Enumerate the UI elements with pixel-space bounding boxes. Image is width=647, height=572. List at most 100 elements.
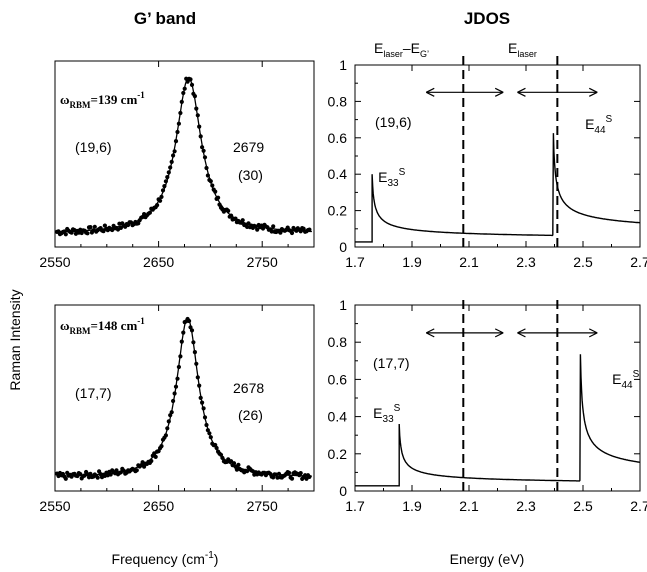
data-point — [78, 472, 83, 477]
data-point — [118, 225, 123, 230]
data-point — [192, 350, 197, 355]
data-point — [194, 361, 199, 366]
data-point — [176, 121, 181, 126]
data-point — [200, 400, 205, 405]
data-point — [271, 224, 276, 229]
rbm-label-bottom: ωRBM=148 cm-1 — [60, 316, 145, 336]
x-tick-label: 2.3 — [516, 498, 536, 514]
data-point — [298, 471, 303, 476]
jdos-bottom-labels: (17,7) — [373, 355, 410, 371]
data-point — [85, 231, 90, 236]
arrow-head-right — [494, 328, 504, 338]
data-point — [169, 159, 174, 164]
data-point — [168, 165, 173, 170]
data-point — [101, 229, 106, 234]
data-point — [208, 179, 213, 184]
jdos-bottom-data: E33S E44S 1.7 1.9 2.1 2.3 2.5 2.7 0 0.2 0.4 0.6 0.8 1 — [328, 295, 647, 514]
jdos-top-labels: Elaser–EG’ Elaser (19,6) — [374, 40, 537, 130]
data-point — [289, 230, 295, 236]
x-tick-label: 2.1 — [459, 254, 479, 270]
data-point — [307, 227, 312, 232]
elaser-label: Elaser — [508, 40, 537, 59]
x-tick-label: 2.5 — [573, 254, 593, 270]
data-point — [278, 230, 283, 235]
xlabel-frequency: Frequency (cm-1) — [112, 550, 219, 567]
data-point — [205, 173, 210, 178]
data-point — [178, 354, 183, 359]
peak-frequency-bottom: 2678 — [233, 380, 264, 396]
data-point — [171, 398, 176, 404]
y-tick-label: 0.6 — [328, 371, 348, 387]
arrow-head-left — [425, 328, 435, 338]
data-point — [192, 94, 197, 99]
jdos-curve — [355, 133, 640, 243]
data-point — [158, 198, 163, 203]
data-point — [166, 419, 171, 424]
data-point — [172, 391, 177, 396]
title-gband: G’ band — [134, 9, 196, 28]
data-point — [191, 340, 196, 345]
x-tick-label: 2550 — [39, 254, 70, 270]
data-point — [187, 318, 192, 324]
data-point — [88, 471, 93, 476]
data-point — [213, 189, 218, 194]
data-point — [172, 149, 177, 154]
transition-label: E44S — [585, 114, 612, 136]
data-point — [155, 203, 160, 208]
data-point — [171, 153, 176, 158]
data-point — [159, 194, 164, 199]
jdos-curve — [355, 354, 640, 487]
peak-width-top: (30) — [238, 167, 263, 183]
data-point — [147, 210, 152, 215]
x-tick-label: 1.7 — [345, 498, 365, 514]
rbm-label-top: ωRBM=139 cm-1 — [60, 90, 145, 110]
xlabel-energy: Energy (eV) — [450, 551, 525, 567]
data-point — [163, 179, 168, 184]
data-point — [298, 229, 303, 234]
data-point — [173, 139, 179, 144]
data-point — [165, 426, 170, 431]
x-tick-label: 2.7 — [630, 498, 647, 514]
x-tick-label: 2750 — [247, 498, 278, 514]
data-point — [162, 184, 167, 189]
x-tick-label: 2.5 — [573, 498, 593, 514]
y-tick-label: 0 — [339, 483, 347, 499]
data-point — [179, 339, 184, 344]
data-point — [226, 208, 231, 213]
arrow-head-left — [425, 87, 435, 97]
y-tick-label: 0.4 — [328, 409, 348, 425]
x-tick-label: 2.7 — [630, 254, 647, 270]
data-point — [153, 454, 158, 459]
data-point — [231, 461, 237, 466]
data-point — [307, 474, 312, 479]
transition-label: E33S — [378, 167, 405, 189]
transition-label: E33S — [373, 403, 400, 425]
y-tick-label: 0.2 — [328, 446, 348, 462]
data-point — [220, 455, 225, 460]
data-point — [159, 444, 164, 449]
data-point — [189, 328, 195, 333]
x-tick-label: 2550 — [39, 498, 70, 514]
gband-bottom-annotations: ωRBM=148 cm-1 (17,7) 2678 (26) — [60, 316, 264, 423]
data-point — [134, 468, 139, 473]
data-point — [194, 106, 199, 111]
gband-top-annotations: ωRBM=139 cm-1 (19,6) 2679 (30) — [60, 90, 264, 183]
data-point — [200, 145, 205, 150]
data-point — [102, 223, 107, 228]
jdos-top-data: E33S E44S 1.7 1.9 2.1 2.3 2.5 2.7 0 0.2 0.4 0.6 0.8 1 — [328, 55, 647, 270]
x-tick-label: 1.9 — [402, 254, 422, 270]
data-point — [188, 77, 193, 82]
gband-top-data: 2550 2650 2750 — [39, 61, 312, 270]
arrow-head-left — [517, 87, 526, 97]
x-tick-label: 2650 — [143, 498, 174, 514]
data-point — [216, 195, 221, 200]
data-point — [195, 375, 200, 380]
chirality-label-bottom-right: (17,7) — [373, 355, 410, 371]
ylabel-raman-intensity: Raman Intensity — [7, 289, 23, 390]
data-point — [149, 458, 154, 464]
data-point — [245, 469, 250, 474]
y-tick-label: 1 — [339, 57, 347, 73]
data-point — [210, 183, 215, 188]
data-point — [287, 470, 292, 475]
data-point — [108, 472, 113, 477]
